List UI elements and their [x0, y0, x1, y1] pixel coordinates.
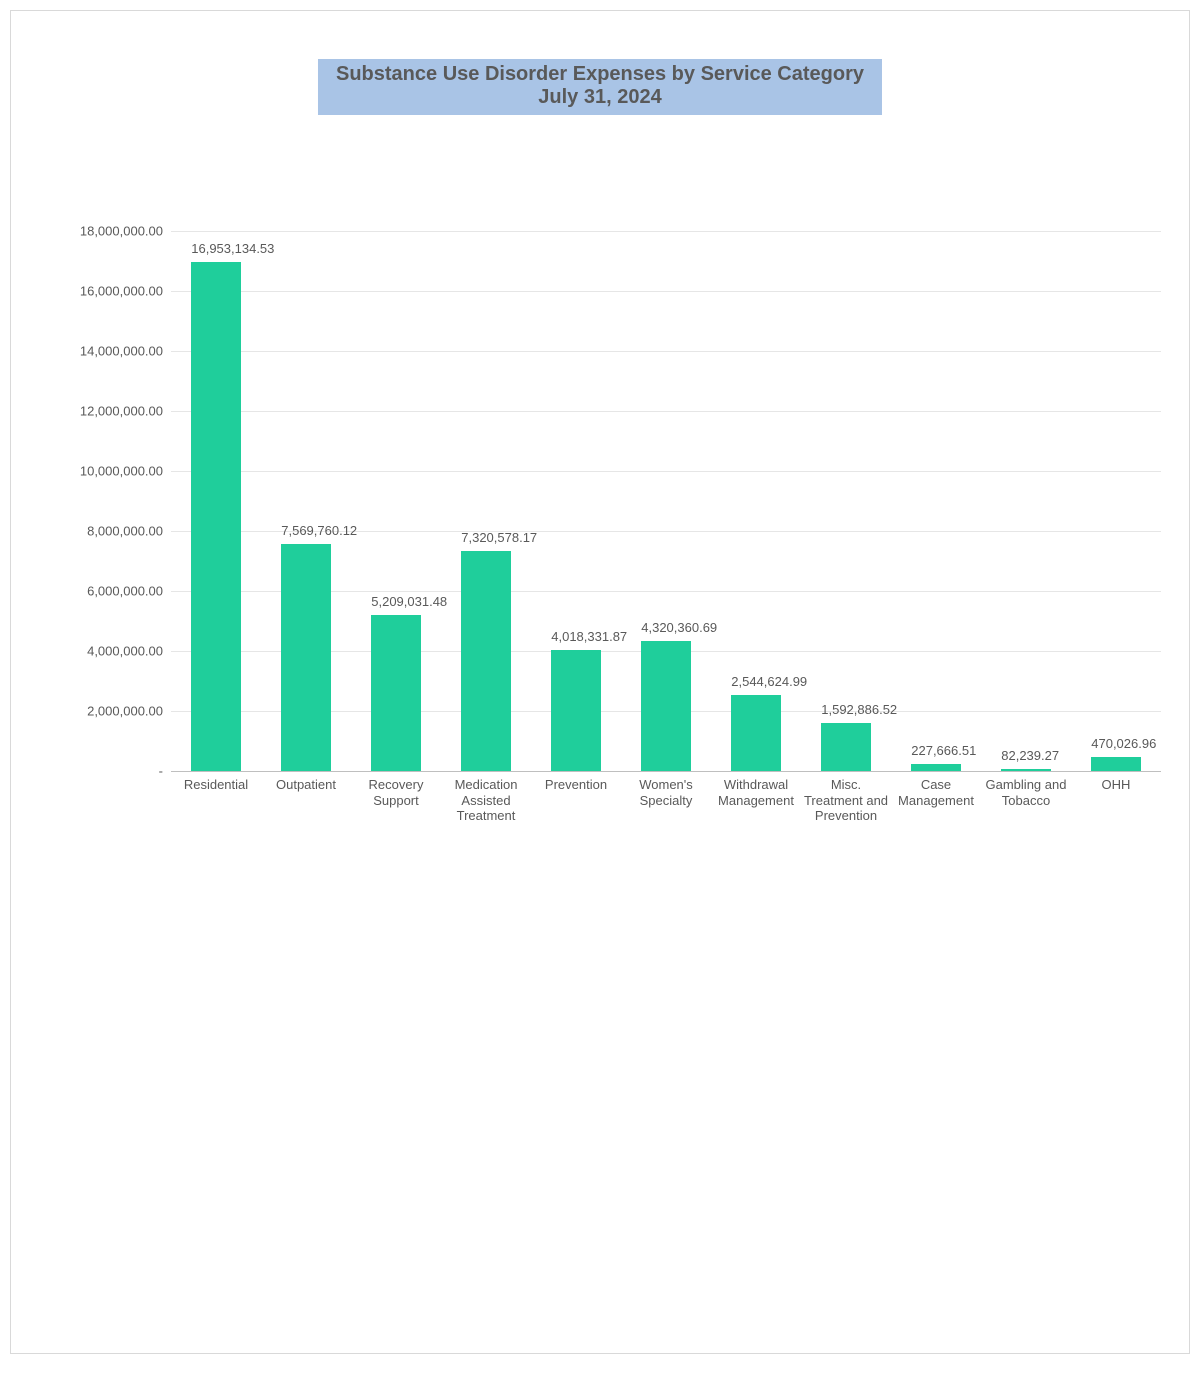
bar-value-label: 16,953,134.53 [191, 241, 274, 256]
bar [1001, 769, 1051, 771]
bar-slot: 4,018,331.87Prevention [551, 231, 601, 771]
bar [281, 544, 331, 771]
x-category-label: Case Management [891, 777, 981, 808]
x-category-label: Misc. Treatment and Prevention [801, 777, 891, 824]
bar-slot: 4,320,360.69Women's Specialty [641, 231, 691, 771]
plot-area: -2,000,000.004,000,000.006,000,000.008,0… [171, 231, 1161, 771]
chart-title-line2: July 31, 2024 [336, 86, 864, 109]
x-category-label: Gambling and Tobacco [981, 777, 1071, 808]
chart-title-line1: Substance Use Disorder Expenses by Servi… [336, 63, 864, 86]
x-category-label: Recovery Support [351, 777, 441, 808]
bar-slot: 7,320,578.17Medication Assisted Treatmen… [461, 231, 511, 771]
bar [641, 641, 691, 771]
bar-slot: 5,209,031.48Recovery Support [371, 231, 421, 771]
y-tick-label: 10,000,000.00 [80, 464, 163, 479]
bar [731, 695, 781, 771]
bar-slot: 16,953,134.53Residential [191, 231, 241, 771]
bar-value-label: 2,544,624.99 [731, 674, 807, 689]
bar-slot: 470,026.96OHH [1091, 231, 1141, 771]
bar-value-label: 470,026.96 [1091, 736, 1156, 751]
y-tick-label: 12,000,000.00 [80, 404, 163, 419]
y-tick-label: 6,000,000.00 [87, 584, 163, 599]
x-category-label: OHH [1071, 777, 1161, 793]
x-category-label: Residential [171, 777, 261, 793]
bar-slot: 2,544,624.99Withdrawal Management [731, 231, 781, 771]
bar-value-label: 5,209,031.48 [371, 594, 447, 609]
y-tick-label: - [159, 764, 163, 779]
bar-value-label: 4,018,331.87 [551, 629, 627, 644]
y-tick-label: 18,000,000.00 [80, 224, 163, 239]
y-tick-label: 4,000,000.00 [87, 644, 163, 659]
y-tick-label: 16,000,000.00 [80, 284, 163, 299]
bar-value-label: 4,320,360.69 [641, 620, 717, 635]
bar [911, 764, 961, 771]
x-category-label: Withdrawal Management [711, 777, 801, 808]
bar-value-label: 227,666.51 [911, 743, 976, 758]
bar [461, 551, 511, 771]
bar [1091, 757, 1141, 771]
bar-slot: 227,666.51Case Management [911, 231, 961, 771]
x-category-label: Medication Assisted Treatment [441, 777, 531, 824]
bar-value-label: 82,239.27 [1001, 748, 1059, 763]
bar [191, 262, 241, 771]
bar [371, 615, 421, 771]
chart-frame: Substance Use Disorder Expenses by Servi… [10, 10, 1190, 1354]
bar-value-label: 7,569,760.12 [281, 523, 357, 538]
x-category-label: Outpatient [261, 777, 351, 793]
bar-value-label: 7,320,578.17 [461, 530, 537, 545]
bar-slot: 82,239.27Gambling and Tobacco [1001, 231, 1051, 771]
y-tick-label: 14,000,000.00 [80, 344, 163, 359]
bar-slot: 1,592,886.52Misc. Treatment and Preventi… [821, 231, 871, 771]
bar [551, 650, 601, 771]
bar-slot: 7,569,760.12Outpatient [281, 231, 331, 771]
bar [821, 723, 871, 771]
y-tick-label: 8,000,000.00 [87, 524, 163, 539]
axis-baseline [171, 771, 1161, 772]
x-category-label: Women's Specialty [621, 777, 711, 808]
y-tick-label: 2,000,000.00 [87, 704, 163, 719]
bar-value-label: 1,592,886.52 [821, 702, 897, 717]
x-category-label: Prevention [531, 777, 621, 793]
chart-title-box: Substance Use Disorder Expenses by Servi… [318, 59, 882, 115]
